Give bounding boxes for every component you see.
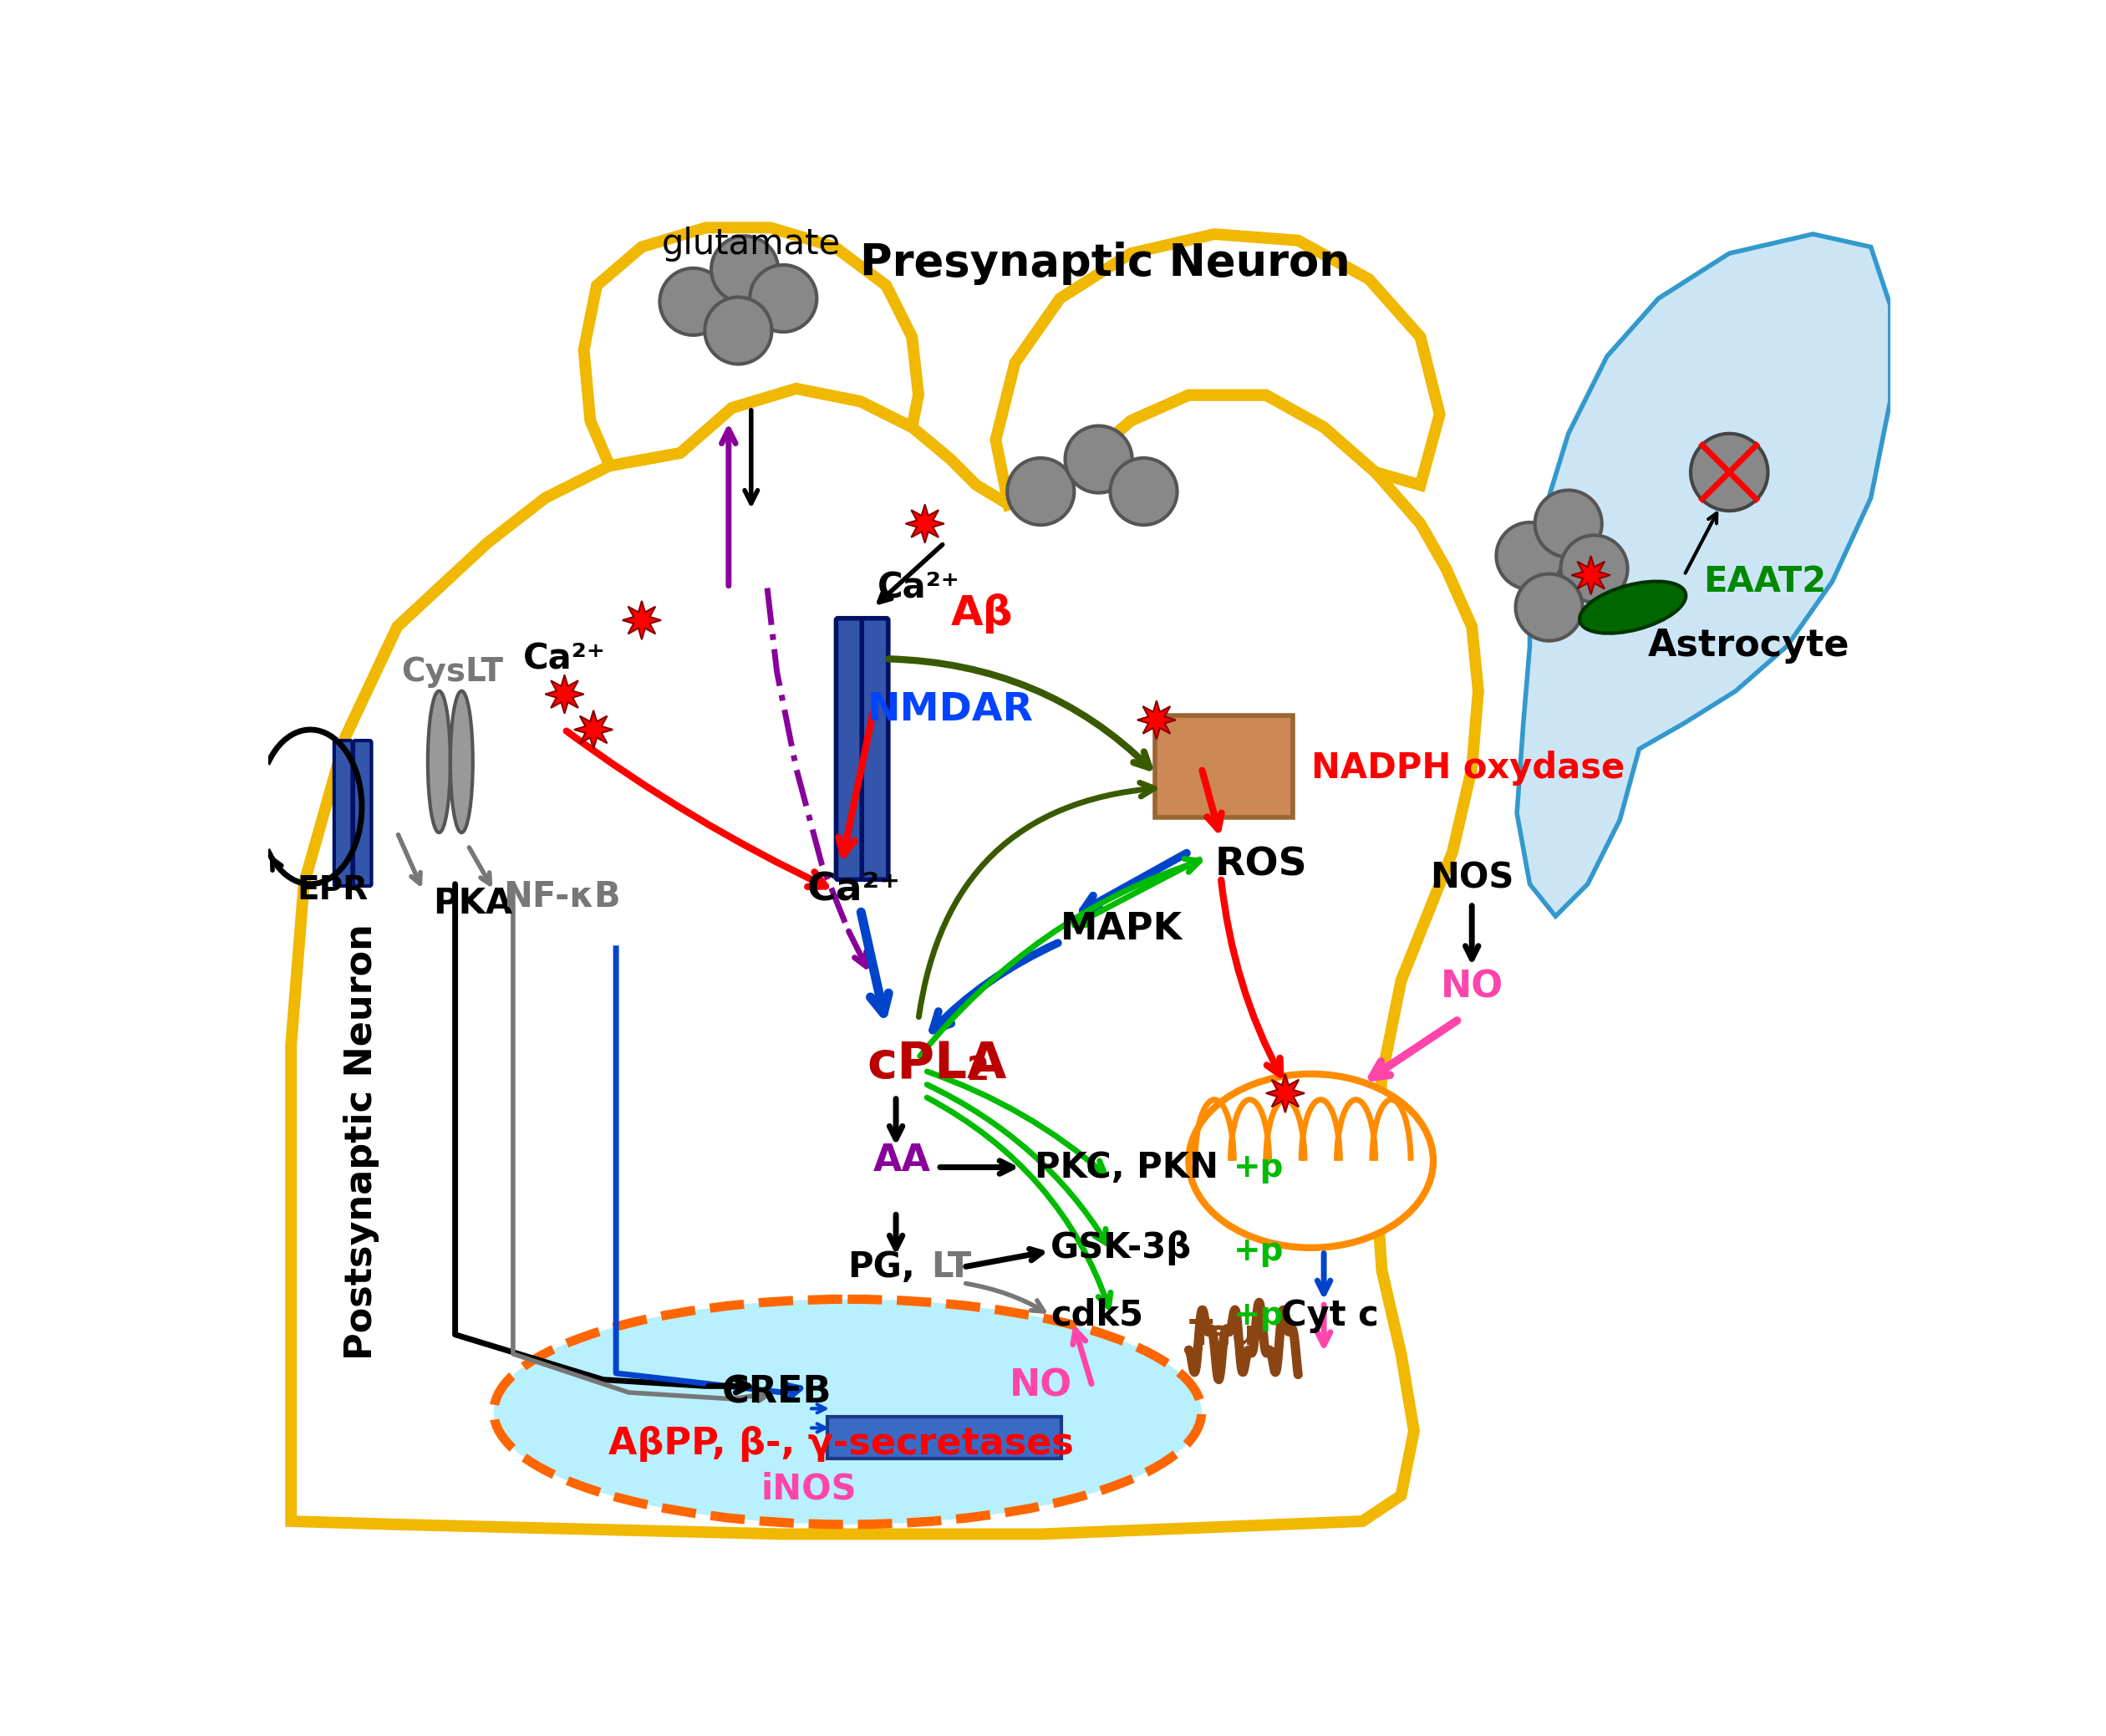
FancyBboxPatch shape bbox=[828, 1417, 1061, 1458]
Text: Ca²⁺: Ca²⁺ bbox=[878, 571, 960, 606]
Text: NO: NO bbox=[1009, 1368, 1072, 1404]
Text: NO: NO bbox=[1441, 969, 1504, 1005]
Text: Aβ: Aβ bbox=[950, 594, 1013, 634]
Polygon shape bbox=[1266, 1075, 1304, 1113]
Circle shape bbox=[712, 236, 777, 302]
Circle shape bbox=[1007, 458, 1074, 524]
Polygon shape bbox=[1571, 556, 1611, 594]
Circle shape bbox=[659, 267, 727, 335]
FancyBboxPatch shape bbox=[836, 618, 863, 880]
Text: Presynaptic Neuron: Presynaptic Neuron bbox=[859, 241, 1350, 285]
Text: AβPP, β-, γ-secretases: AβPP, β-, γ-secretases bbox=[609, 1425, 1074, 1462]
FancyBboxPatch shape bbox=[354, 741, 371, 885]
Text: NMDAR: NMDAR bbox=[868, 691, 1034, 729]
Text: NF-κB: NF-κB bbox=[503, 880, 621, 915]
Text: PG,: PG, bbox=[847, 1250, 916, 1285]
Text: CREB: CREB bbox=[722, 1375, 832, 1410]
PathPatch shape bbox=[583, 227, 918, 465]
Text: NOS: NOS bbox=[1430, 859, 1514, 896]
FancyBboxPatch shape bbox=[335, 741, 352, 885]
Text: PKA: PKA bbox=[432, 885, 512, 920]
Text: PKC, PKN: PKC, PKN bbox=[1034, 1149, 1217, 1184]
Ellipse shape bbox=[1188, 1075, 1434, 1248]
Text: Astrocyte: Astrocyte bbox=[1647, 628, 1849, 663]
Circle shape bbox=[1495, 523, 1563, 589]
Text: MAPK: MAPK bbox=[1059, 911, 1181, 948]
Text: Cyt c: Cyt c bbox=[1283, 1299, 1379, 1333]
Text: CysLT: CysLT bbox=[400, 656, 503, 687]
Text: ROS: ROS bbox=[1215, 845, 1308, 884]
Polygon shape bbox=[575, 710, 613, 748]
Text: Ca²⁺: Ca²⁺ bbox=[522, 641, 607, 677]
Circle shape bbox=[750, 266, 817, 332]
Circle shape bbox=[1516, 575, 1582, 641]
Ellipse shape bbox=[493, 1299, 1203, 1524]
Polygon shape bbox=[906, 505, 943, 543]
PathPatch shape bbox=[1516, 234, 1891, 917]
Circle shape bbox=[1110, 458, 1177, 524]
Circle shape bbox=[706, 297, 771, 365]
Text: LT: LT bbox=[931, 1250, 971, 1285]
Text: Ca²⁺: Ca²⁺ bbox=[807, 871, 901, 910]
Text: AA: AA bbox=[874, 1142, 931, 1179]
Circle shape bbox=[1066, 425, 1133, 493]
Text: EPR: EPR bbox=[297, 875, 369, 906]
PathPatch shape bbox=[291, 389, 1478, 1535]
Text: glutamate: glutamate bbox=[661, 226, 840, 262]
Text: +p: +p bbox=[1234, 1300, 1285, 1332]
Circle shape bbox=[1561, 535, 1628, 602]
FancyBboxPatch shape bbox=[1156, 715, 1293, 818]
Text: NADPH oxydase: NADPH oxydase bbox=[1310, 750, 1624, 786]
Text: iNOS: iNOS bbox=[760, 1472, 857, 1507]
Text: Tau: Tau bbox=[1188, 1318, 1255, 1352]
PathPatch shape bbox=[996, 234, 1441, 505]
Text: 2: 2 bbox=[967, 1055, 990, 1087]
Text: GSK-3β: GSK-3β bbox=[1051, 1231, 1192, 1266]
Text: +p: +p bbox=[1234, 1234, 1285, 1267]
Polygon shape bbox=[1137, 701, 1175, 740]
Text: cdk5: cdk5 bbox=[1051, 1299, 1144, 1333]
Text: +p: +p bbox=[1234, 1151, 1285, 1184]
Ellipse shape bbox=[428, 691, 451, 833]
Polygon shape bbox=[545, 675, 583, 713]
Text: EAAT2: EAAT2 bbox=[1704, 564, 1826, 599]
FancyBboxPatch shape bbox=[861, 618, 889, 880]
Text: Postsynaptic Neuron: Postsynaptic Neuron bbox=[343, 924, 379, 1359]
Ellipse shape bbox=[1580, 582, 1687, 634]
Text: cPLA: cPLA bbox=[868, 1040, 1007, 1088]
Circle shape bbox=[1691, 434, 1767, 510]
Polygon shape bbox=[623, 601, 661, 639]
Ellipse shape bbox=[451, 691, 474, 833]
Circle shape bbox=[1535, 490, 1603, 557]
